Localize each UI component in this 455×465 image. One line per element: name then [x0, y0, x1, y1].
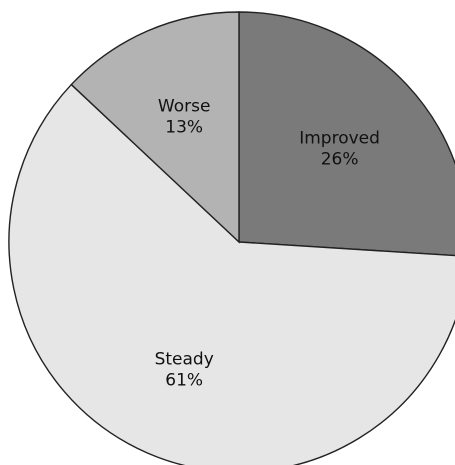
slice-value-steady: 61%: [165, 371, 203, 391]
slice-label-worse: Worse: [158, 96, 211, 116]
pie-slice-steady: [8, 83, 455, 465]
pie-slices: [8, 11, 455, 465]
pie-slice-worse: [70, 11, 240, 244]
slice-value-worse: 13%: [165, 117, 203, 137]
slice-label-improved: Improved: [299, 129, 380, 149]
pie-slice-improved: [238, 11, 455, 257]
slice-label-steady: Steady: [155, 350, 214, 370]
slice-value-improved: 26%: [321, 150, 359, 170]
